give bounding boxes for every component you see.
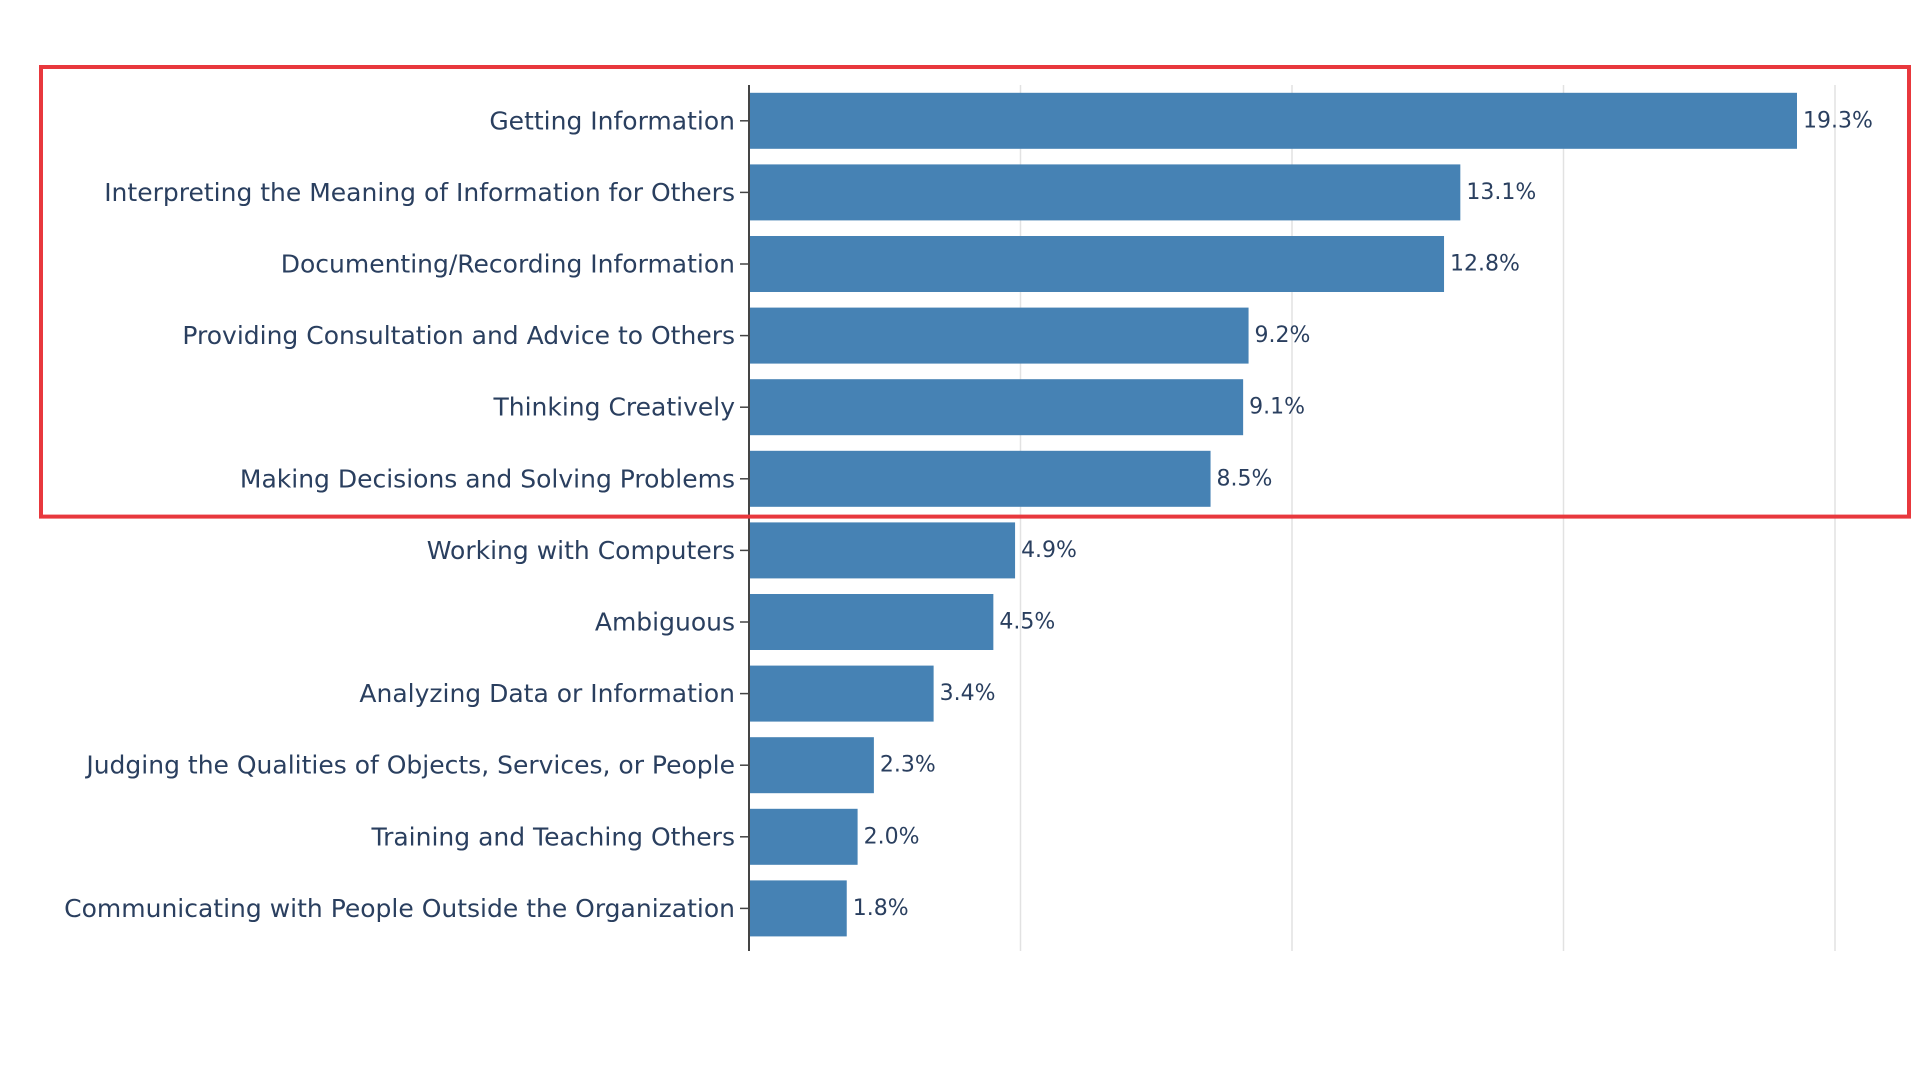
category-labels: Getting Information Interpreting the Mean… (64, 106, 735, 923)
bar (749, 379, 1244, 436)
bar (749, 307, 1249, 364)
category-label: Interpreting the Meaning of Information … (104, 178, 735, 207)
bar (749, 164, 1461, 221)
bar (749, 665, 934, 722)
value-label: 2.0% (864, 824, 920, 849)
category-label: Providing Consultation and Advice to Oth… (182, 321, 735, 350)
category-label: Making Decisions and Solving Problems (240, 464, 735, 493)
y-axis-ticks (740, 120, 749, 910)
value-label: 13.1% (1466, 180, 1536, 205)
value-label: 2.3% (880, 753, 936, 778)
value-labels: 19.3% 13.1% 12.8% 9.2% 9.1% 8.5% 4.9% 4.5% 3.4% 2… (853, 108, 1873, 921)
value-label: 4.5% (999, 610, 1055, 635)
category-label: Training and Teaching Others (370, 822, 735, 851)
category-label: Working with Computers (427, 536, 735, 565)
bar (749, 236, 1445, 292)
value-label: 9.2% (1255, 323, 1311, 348)
value-label: 9.1% (1249, 395, 1305, 420)
bar (749, 737, 874, 794)
category-label: Analyzing Data or Information (359, 679, 735, 708)
category-label: Judging the Qualities of Objects, Servic… (84, 751, 735, 780)
value-label: 12.8% (1450, 252, 1520, 277)
bar (749, 808, 858, 865)
value-label: 3.4% (940, 681, 996, 706)
bar (749, 522, 1016, 579)
bar (749, 92, 1797, 149)
value-label: 1.8% (853, 896, 909, 921)
category-label: Getting Information (489, 106, 735, 135)
bar (749, 880, 847, 937)
value-label: 4.9% (1021, 538, 1077, 563)
value-label: 19.3% (1803, 108, 1873, 133)
category-label: Thinking Creatively (492, 393, 735, 422)
category-label: Documenting/Recording Information (281, 250, 735, 279)
value-label: 8.5% (1217, 466, 1273, 491)
highlight-box (39, 65, 1911, 519)
bar (749, 594, 994, 650)
category-label: Ambiguous (595, 608, 735, 637)
bars (749, 92, 1797, 937)
bar (749, 450, 1211, 507)
category-label: Communicating with People Outside the Or… (64, 894, 735, 923)
